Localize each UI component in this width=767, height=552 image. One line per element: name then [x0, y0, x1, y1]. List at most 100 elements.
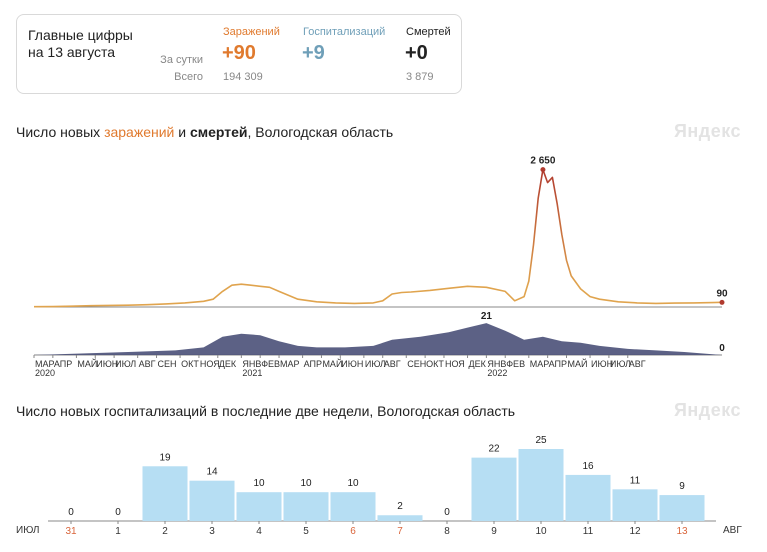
- chart1-title-infections: заражений: [104, 124, 175, 140]
- month-start-label: ИЮЛ: [16, 525, 39, 536]
- x-tick-label-20: НОЯ: [445, 359, 465, 369]
- bar-13: [659, 495, 705, 521]
- x-tick-label-15: ИЮН: [341, 359, 363, 369]
- bar-12: [612, 489, 658, 521]
- x-tick-label-7: ОКТ: [181, 359, 199, 369]
- row-label-day: За сутки: [160, 54, 203, 66]
- infections-line: [33, 168, 723, 308]
- x-tick-year-0: 2020: [35, 368, 55, 378]
- x-tick-year-10: 2021: [242, 368, 262, 378]
- x-tick-label-1: АПР: [54, 359, 72, 369]
- bar-value-7: 2: [397, 501, 403, 512]
- x-tick-label-22: ЯНВ: [487, 359, 506, 369]
- infections-day: +90: [222, 42, 256, 64]
- bar-category-6: 6: [350, 526, 356, 537]
- x-tick-label-16: ИЮЛ: [365, 359, 386, 369]
- bar-value-13: 9: [679, 481, 685, 492]
- chart1-title-deaths: смертей: [189, 124, 248, 140]
- x-tick-label-2: МАЙ: [77, 358, 97, 369]
- bar-5: [283, 492, 329, 521]
- bar-11: [565, 474, 611, 521]
- bar-category-9: 9: [491, 526, 497, 537]
- x-tick-label-29: АВГ: [629, 359, 646, 369]
- x-tick-label-24: МАР: [530, 359, 550, 369]
- x-tick-label-5: АВГ: [139, 359, 156, 369]
- x-tick-label-4: ИЮЛ: [115, 359, 136, 369]
- summary-card: Главные цифры на 13 августа За сутки Все…: [16, 14, 462, 94]
- bar-category-5: 5: [303, 526, 309, 537]
- row-label-total: Всего: [174, 71, 203, 83]
- bar-value-12: 11: [630, 475, 641, 486]
- bar-3: [189, 480, 235, 521]
- bar-value-3: 14: [206, 467, 218, 478]
- bar-9: [471, 457, 517, 521]
- deaths-area: [34, 323, 722, 355]
- x-tick-label-21: ДЕК: [469, 359, 487, 369]
- x-tick-label-18: СЕН: [407, 359, 426, 369]
- bar-category-4: 4: [256, 526, 262, 537]
- bar-category-11: 11: [583, 526, 594, 537]
- bar-value-31: 0: [68, 507, 74, 518]
- x-tick-label-6: СЕН: [158, 359, 177, 369]
- bar-value-5: 10: [300, 478, 312, 489]
- x-tick-label-23: ФЕВ: [506, 359, 525, 369]
- deaths-label-0: 21: [481, 311, 493, 322]
- x-tick-label-14: МАЙ: [322, 358, 342, 369]
- bar-10: [518, 449, 564, 521]
- x-tick-year-22: 2022: [487, 368, 507, 378]
- x-tick-label-13: АПР: [304, 359, 322, 369]
- hospitalizations-chart: ИЮЛ АВГ0310119214310410510627082292510161…: [16, 435, 742, 537]
- bar-category-3: 3: [209, 526, 215, 537]
- infections-point-1: [719, 299, 725, 305]
- deaths-header: Смертей: [406, 26, 451, 38]
- bar-category-2: 2: [162, 526, 168, 537]
- infections-label-0: 2 650: [530, 156, 555, 167]
- x-tick-label-19: ОКТ: [426, 359, 444, 369]
- bar-category-1: 1: [115, 526, 121, 537]
- bar-6: [330, 492, 376, 521]
- x-tick-label-9: ДЕК: [219, 359, 237, 369]
- bar-category-31: 31: [65, 526, 77, 537]
- chart1-title-pre: Число новых: [16, 124, 105, 140]
- month-end-label: АВГ: [723, 525, 742, 536]
- yandex-watermark-1: Яндекс: [673, 121, 741, 141]
- bar-value-9: 22: [488, 444, 500, 455]
- chart1-title: Число новых заражений и смертей, Вологод…: [16, 124, 393, 140]
- infections-total: 194 309: [223, 71, 263, 83]
- yandex-watermark-2: Яндекс: [673, 400, 741, 420]
- summary-title: Главные цифры на 13 августа: [28, 27, 133, 60]
- bar-value-1: 0: [115, 507, 121, 518]
- bar-4: [236, 492, 282, 521]
- bar-2: [142, 466, 188, 521]
- infections-label-1: 90: [716, 288, 728, 299]
- bar-7: [377, 515, 423, 521]
- bar-category-10: 10: [535, 526, 547, 537]
- x-tick-label-25: АПР: [549, 359, 567, 369]
- x-tick-label-8: НОЯ: [200, 359, 220, 369]
- x-tick-label-26: МАЙ: [567, 358, 587, 369]
- deaths-label-1: 0: [719, 343, 725, 354]
- chart1-title-mid: и: [174, 124, 190, 140]
- chart1-title-post: , Вологодская область: [247, 124, 394, 140]
- hospital-day: +9: [302, 42, 325, 64]
- x-tick-label-0: МАР: [35, 359, 55, 369]
- bar-value-11: 16: [582, 461, 594, 472]
- x-tick-label-3: ИЮН: [96, 359, 118, 369]
- infections-point-0: [540, 167, 546, 173]
- deaths-day: +0: [405, 42, 428, 64]
- bar-value-4: 10: [253, 478, 265, 489]
- chart2-title: Число новых госпитализаций в последние д…: [16, 403, 516, 419]
- hospital-header: Госпитализаций: [303, 26, 386, 38]
- bar-value-10: 25: [535, 435, 547, 446]
- x-tick-label-11: ФЕВ: [261, 359, 280, 369]
- deaths-total: 3 879: [406, 71, 434, 83]
- bar-category-12: 12: [629, 526, 641, 537]
- bar-value-2: 19: [159, 452, 171, 463]
- x-tick-label-10: ЯНВ: [242, 359, 261, 369]
- bar-category-13: 13: [676, 526, 688, 537]
- infections-header: Заражений: [223, 26, 280, 38]
- bar-category-8: 8: [444, 526, 450, 537]
- x-tick-label-27: ИЮН: [591, 359, 613, 369]
- x-tick-label-12: МАР: [280, 359, 300, 369]
